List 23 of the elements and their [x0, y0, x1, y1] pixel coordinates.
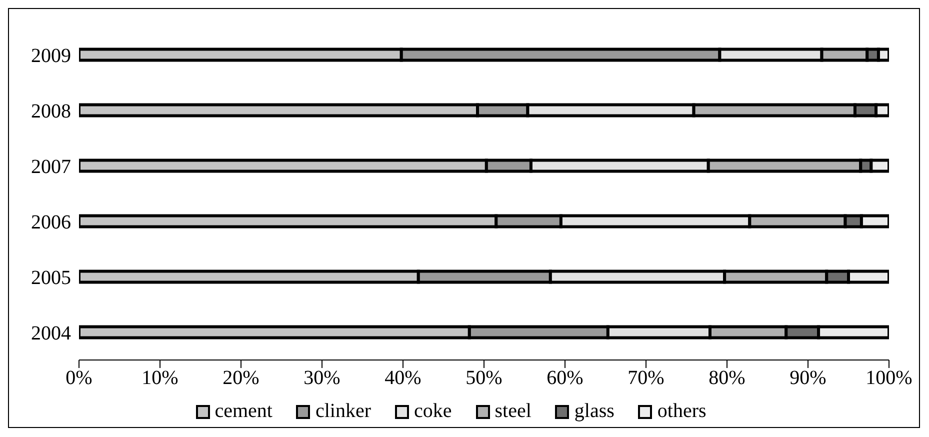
legend-label: cement — [214, 400, 272, 423]
x-tick-label: 100% — [866, 367, 912, 390]
x-tick-label: 90% — [790, 367, 826, 390]
x-tick-label: 30% — [304, 367, 340, 390]
x-tick-label: 80% — [708, 367, 746, 390]
x-tick-label: 10% — [142, 367, 178, 390]
legend-label: clinker — [315, 400, 371, 423]
x-tick-label: 60% — [546, 367, 584, 390]
legend-label: steel — [494, 400, 532, 423]
x-tick-label: 20% — [222, 367, 260, 390]
legend-label: glass — [574, 400, 614, 423]
y-tick-label: 2006 — [31, 211, 71, 234]
y-tick-label: 2009 — [31, 44, 71, 67]
legend-label: coke — [414, 400, 452, 423]
y-tick-label: 2004 — [31, 322, 71, 344]
x-tick-label: 40% — [384, 367, 422, 390]
y-tick-label: 2007 — [31, 156, 71, 178]
x-tick-label: 0% — [66, 367, 92, 390]
y-tick-label: 2008 — [31, 100, 71, 122]
x-tick-label: 50% — [466, 367, 502, 390]
legend-label: others — [657, 400, 706, 423]
y-tick-label: 2005 — [31, 266, 71, 289]
x-tick-label: 70% — [628, 367, 664, 390]
